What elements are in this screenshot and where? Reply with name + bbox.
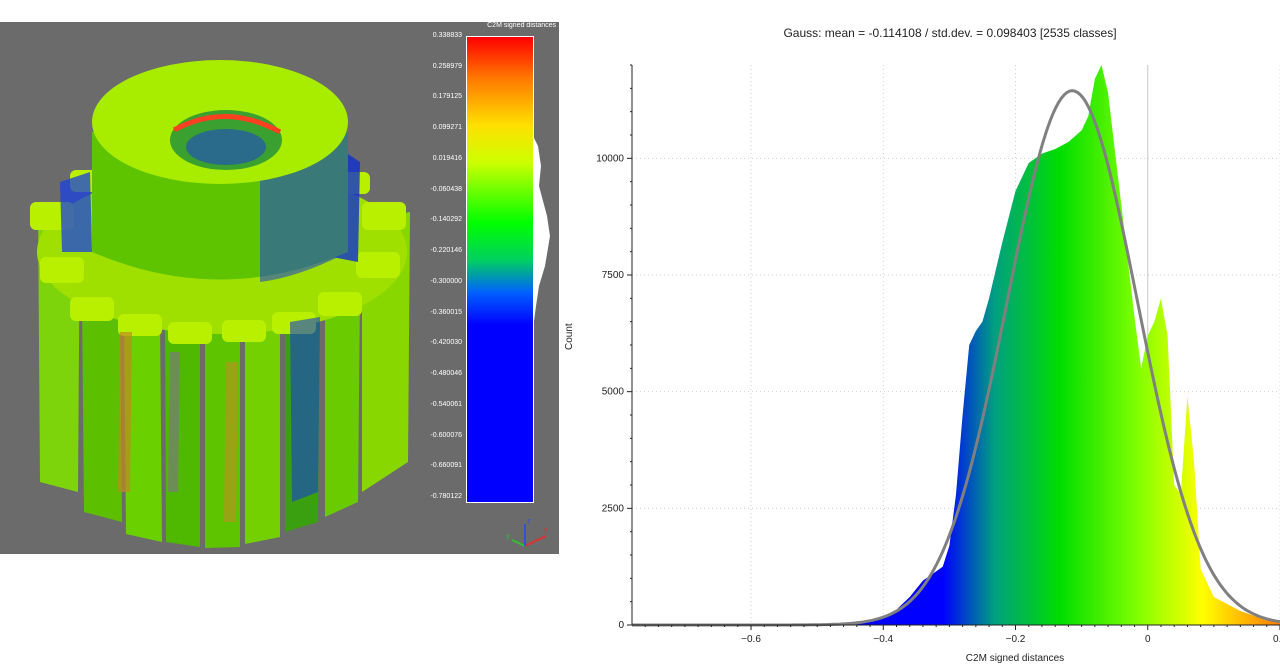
scalar-bar-tick: 0.179125 (432, 93, 462, 101)
scalar-bar-tick: 0.258979 (432, 62, 462, 70)
histogram-bars (803, 65, 1280, 625)
x-tick-label: −0.6 (741, 634, 761, 645)
scalar-bar-title: C2M signed distances (487, 22, 556, 29)
scalar-bar-tick: -0.600076 (430, 431, 462, 439)
histogram-area (803, 65, 1280, 625)
x-tick-label: 0 (1145, 634, 1151, 645)
scalar-bar-tick: 0.019416 (432, 154, 462, 162)
scalar-bar-tick: -0.780122 (430, 493, 462, 500)
scalar-color-bar (466, 36, 534, 503)
axis-y-letter: y (506, 533, 510, 540)
scalar-bar-histogram (533, 136, 550, 326)
scalar-bar-tick: -0.060438 (430, 185, 462, 193)
chart-ticks: −0.6 −0.4 −0.2 0 0.2 0 2500 5000 7500 10000 (596, 153, 1280, 645)
y-tick-label: 5000 (602, 387, 625, 398)
axis-x-letter: x (544, 527, 548, 534)
gear-model[interactable] (0, 22, 440, 554)
y-axis-label: Count (564, 323, 575, 350)
3d-viewport[interactable]: C2M signed distances 0.338833 0.258979 0.1… (0, 22, 559, 554)
x-tick-label: 0.2 (1273, 634, 1280, 645)
y-tick-label: 2500 (602, 503, 625, 514)
scalar-bar-tick: 0.099271 (432, 124, 462, 132)
chart-axes (627, 64, 1280, 630)
histogram-chart[interactable]: −0.6 −0.4 −0.2 0 0.2 0 2500 5000 7500 10000 (560, 40, 1280, 666)
chart-title: Gauss: mean = -0.114108 / std.dev. = 0.0… (783, 26, 1117, 40)
scalar-bar-tick: -0.140292 (430, 216, 462, 224)
x-tick-label: −0.2 (1006, 634, 1026, 645)
axis-z-letter: z (527, 518, 531, 525)
scalar-bar-tick: -0.300000 (430, 277, 462, 285)
scalar-bar-tick: -0.360015 (430, 308, 462, 316)
y-tick-label: 0 (618, 620, 624, 631)
scalar-bar-tick: -0.540061 (430, 400, 462, 408)
y-tick-label: 10000 (596, 153, 624, 164)
scalar-bar-tick: 0.338833 (432, 32, 462, 39)
scalar-bar-tick: -0.220146 (430, 247, 462, 255)
scalar-bar-tick: -0.480046 (430, 370, 462, 378)
x-axis-label: C2M signed distances (965, 653, 1065, 664)
orientation-axes-icon: x y z (506, 518, 548, 547)
scalar-bar-tick: -0.660091 (430, 462, 462, 470)
scalar-bar-tick: -0.420030 (430, 339, 462, 347)
x-tick-label: −0.4 (873, 634, 893, 645)
y-tick-label: 7500 (602, 270, 625, 281)
